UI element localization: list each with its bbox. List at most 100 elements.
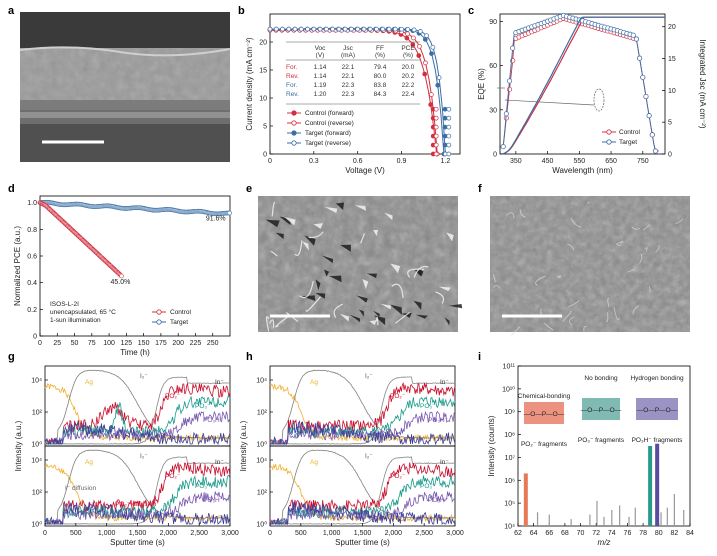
bonding-title: Hydrogen bonding bbox=[630, 375, 684, 382]
sem-feature bbox=[302, 241, 309, 251]
x-tick-label: 250 bbox=[207, 340, 219, 347]
x-tick-label: 1,500 bbox=[129, 530, 147, 537]
x-tick-label: 66 bbox=[545, 530, 553, 537]
ag-profile bbox=[44, 382, 231, 443]
sem-feature bbox=[275, 232, 284, 240]
bonding-title: No bonding bbox=[584, 375, 618, 382]
x-axis-label: Wavelength (nm) bbox=[552, 166, 613, 175]
x-tick-label: 1,000 bbox=[98, 530, 116, 537]
plot-frame bbox=[269, 13, 461, 155]
x-tick-label: 2,500 bbox=[190, 530, 208, 537]
x-tick-label: 70 bbox=[577, 530, 585, 537]
annotation-target: 91.6% bbox=[206, 216, 226, 223]
table-cell: 22.3 bbox=[342, 91, 355, 98]
y2-tick-label: 20 bbox=[668, 24, 676, 31]
bonding-title: Chemical-bonding bbox=[518, 393, 571, 400]
x-tick-label: 50 bbox=[71, 340, 79, 347]
x-tick-label: 0.9 bbox=[397, 158, 407, 165]
sem-boundary bbox=[607, 297, 610, 308]
panel-label-e: e bbox=[246, 183, 252, 195]
legend-label: Target bbox=[170, 319, 188, 326]
panel-label-i: i bbox=[478, 351, 481, 363]
legend-label: Control bbox=[619, 129, 641, 136]
jv-tail-point bbox=[446, 151, 452, 157]
panel-label-b: b bbox=[238, 5, 245, 17]
y-tick-label: 10⁴ bbox=[31, 378, 42, 385]
profile-label: PO₃⁻ bbox=[420, 403, 436, 410]
sem-boundary bbox=[308, 231, 324, 239]
x-tick-label: 3,000 bbox=[446, 530, 464, 537]
profile-label: Ag bbox=[310, 459, 318, 466]
sem-feature bbox=[362, 279, 369, 290]
legend-marker bbox=[291, 110, 297, 116]
jv-point bbox=[423, 60, 428, 66]
mass-peak bbox=[673, 494, 675, 526]
profile-label: I⁻ diffusion bbox=[65, 485, 97, 492]
jv-point bbox=[273, 26, 279, 32]
profile-label: Ag bbox=[85, 379, 93, 386]
jv-point bbox=[399, 26, 404, 32]
jv-point bbox=[311, 26, 317, 32]
y2-tick-label: 5 bbox=[668, 120, 672, 127]
jv-tail-point bbox=[433, 124, 439, 130]
y-tick-label: 10⁰ bbox=[256, 521, 267, 529]
y-tick-label: 1.0 bbox=[27, 200, 37, 207]
jv-tail-point bbox=[442, 106, 448, 112]
mass-peak bbox=[666, 507, 668, 526]
sem-boundary bbox=[627, 268, 636, 273]
jv-tail-point bbox=[433, 133, 439, 139]
sem-boundary bbox=[535, 275, 546, 286]
jv-point bbox=[411, 27, 417, 33]
y-axis-label: Intensity (a.u.) bbox=[239, 420, 248, 471]
profile-label: I₂⁻ bbox=[365, 453, 373, 460]
eqe-point bbox=[652, 148, 659, 154]
legend-label: Control (reverse) bbox=[305, 120, 354, 127]
sem-boundary bbox=[605, 312, 609, 322]
target-point bbox=[227, 210, 232, 216]
x-tick-label: 125 bbox=[121, 340, 133, 347]
x-tick-label: 3,000 bbox=[221, 530, 239, 537]
x-tick-label: 25 bbox=[53, 340, 61, 347]
y-tick-label: 90 bbox=[489, 19, 497, 26]
bonding-box bbox=[582, 398, 620, 420]
x-tick-label: 750 bbox=[637, 158, 649, 165]
x-tick-label: 1,500 bbox=[354, 530, 372, 537]
jv-point bbox=[324, 26, 329, 32]
table-cell: 1.14 bbox=[314, 73, 327, 80]
sem-feature bbox=[446, 232, 454, 242]
y-tick-label: 10⁰ bbox=[31, 441, 42, 449]
mass-peak bbox=[523, 473, 528, 526]
sem-feature bbox=[284, 216, 296, 226]
y-tick-label: 0 bbox=[263, 152, 267, 159]
sem-feature bbox=[358, 309, 364, 317]
control-point bbox=[119, 273, 124, 279]
jv-point bbox=[392, 26, 398, 32]
legend-label: Target (reverse) bbox=[305, 140, 351, 147]
sem-boundary bbox=[492, 273, 496, 283]
eqe-point bbox=[510, 45, 516, 51]
dark-profile bbox=[270, 501, 456, 526]
sem-feature bbox=[356, 295, 368, 303]
sem-boundary bbox=[568, 299, 580, 308]
eqe-point bbox=[637, 55, 643, 61]
sem-feature bbox=[315, 279, 321, 291]
profile-label: In⁻ bbox=[215, 379, 224, 386]
sem-feature bbox=[340, 313, 350, 322]
profile-label: PO₂⁻ diffusion bbox=[115, 501, 157, 508]
table-cell: 22.3 bbox=[342, 82, 355, 89]
mass-peak bbox=[648, 446, 653, 526]
y-tick-label: 0.6 bbox=[27, 254, 37, 261]
legend-marker bbox=[291, 120, 297, 126]
sem-boundary bbox=[644, 247, 648, 252]
sem-boundary bbox=[269, 319, 275, 328]
profile-label: I₂⁻ bbox=[140, 373, 148, 380]
y-tick-label: 0.8 bbox=[27, 227, 37, 234]
table-cell: 83.8 bbox=[374, 82, 387, 89]
po2-profile bbox=[269, 462, 456, 525]
jv-tail-point bbox=[446, 133, 452, 139]
y-tick-label: 10⁴ bbox=[504, 524, 515, 531]
molecule-glyph: —O—P—O— bbox=[637, 407, 678, 414]
x-tick-label: 550 bbox=[573, 158, 585, 165]
jv-point bbox=[435, 82, 441, 88]
eqe-point bbox=[643, 93, 649, 100]
